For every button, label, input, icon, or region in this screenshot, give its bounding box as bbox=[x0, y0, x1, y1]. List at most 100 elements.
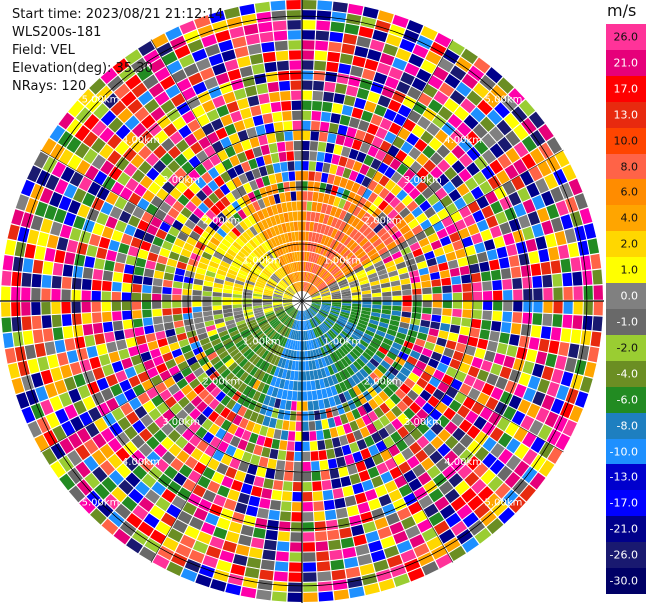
velocity-gate bbox=[291, 502, 302, 512]
velocity-gate bbox=[312, 100, 323, 111]
velocity-gate bbox=[283, 348, 289, 359]
velocity-gate bbox=[351, 182, 361, 194]
velocity-gate bbox=[320, 111, 331, 122]
velocity-gate bbox=[295, 181, 302, 191]
velocity-gate bbox=[490, 84, 507, 101]
velocity-gate bbox=[213, 282, 224, 289]
colorbar-segment bbox=[606, 386, 646, 414]
velocity-gate bbox=[371, 431, 383, 444]
velocity-gate bbox=[560, 328, 572, 343]
velocity-gate bbox=[305, 272, 308, 282]
velocity-gate bbox=[283, 297, 293, 300]
velocity-gate bbox=[480, 271, 492, 282]
velocity-gate bbox=[570, 373, 584, 390]
velocity-gate bbox=[468, 387, 481, 401]
velocity-gate bbox=[229, 26, 245, 39]
velocity-gate bbox=[525, 349, 538, 363]
station-label: WLS200s-181 bbox=[12, 25, 102, 40]
velocity-gate bbox=[487, 109, 503, 126]
velocity-gate bbox=[325, 407, 334, 419]
velocity-gate bbox=[351, 244, 361, 254]
velocity-gate bbox=[331, 304, 342, 307]
velocity-gate bbox=[456, 504, 473, 520]
velocity-gate bbox=[270, 152, 280, 164]
velocity-gate bbox=[302, 211, 307, 221]
velocity-gate bbox=[295, 171, 302, 181]
velocity-gate bbox=[99, 144, 114, 159]
velocity-gate bbox=[200, 67, 215, 81]
velocity-gate bbox=[290, 522, 302, 532]
velocity-gate bbox=[146, 224, 159, 236]
velocity-gate bbox=[68, 485, 86, 503]
velocity-gate bbox=[372, 296, 382, 301]
velocity-gate bbox=[148, 466, 163, 481]
velocity-gate bbox=[373, 223, 384, 234]
velocity-gate bbox=[71, 289, 81, 301]
velocity-gate bbox=[262, 230, 270, 240]
velocity-gate bbox=[335, 349, 343, 360]
velocity-gate bbox=[275, 287, 285, 293]
velocity-gate bbox=[568, 343, 580, 359]
velocity-gate bbox=[278, 213, 285, 224]
velocity-gate bbox=[312, 191, 319, 202]
velocity-gate bbox=[462, 396, 476, 410]
velocity-gate bbox=[239, 371, 249, 382]
velocity-gate bbox=[189, 361, 201, 372]
velocity-gate bbox=[471, 478, 487, 495]
velocity-gate bbox=[243, 217, 253, 228]
velocity-gate bbox=[161, 180, 175, 194]
colorbar-unit: m/s bbox=[607, 1, 637, 20]
velocity-gate bbox=[397, 104, 412, 118]
velocity-gate bbox=[382, 255, 393, 264]
velocity-gate bbox=[440, 394, 454, 407]
velocity-gate bbox=[227, 326, 238, 334]
velocity-gate bbox=[197, 372, 209, 383]
velocity-gate bbox=[352, 194, 362, 205]
velocity-gate bbox=[313, 511, 326, 522]
velocity-gate bbox=[254, 330, 263, 339]
velocity-gate bbox=[436, 144, 451, 159]
velocity-gate bbox=[76, 427, 91, 444]
velocity-gate bbox=[317, 347, 324, 358]
velocity-gate bbox=[241, 13, 257, 26]
velocity-gate bbox=[131, 82, 148, 98]
velocity-gate bbox=[282, 111, 292, 121]
velocity-gate bbox=[327, 458, 338, 469]
velocity-gate bbox=[546, 137, 563, 154]
velocity-gate bbox=[346, 353, 356, 363]
velocity-gate bbox=[365, 488, 378, 501]
velocity-gate bbox=[318, 131, 328, 142]
velocity-gate bbox=[51, 314, 62, 328]
velocity-gate bbox=[343, 390, 352, 402]
velocity-gate bbox=[79, 497, 96, 514]
velocity-gate bbox=[306, 211, 311, 221]
velocity-gate bbox=[302, 281, 304, 291]
velocity-gate bbox=[62, 326, 74, 339]
velocity-gate bbox=[338, 198, 347, 209]
velocity-gate bbox=[132, 318, 143, 328]
velocity-gate bbox=[156, 188, 169, 201]
velocity-gate bbox=[254, 1, 271, 13]
velocity-gate bbox=[254, 285, 264, 291]
velocity-gate bbox=[64, 338, 76, 352]
velocity-gate bbox=[337, 232, 346, 242]
velocity-gate bbox=[179, 54, 195, 68]
velocity-gate bbox=[316, 151, 325, 162]
velocity-gate bbox=[499, 391, 513, 405]
velocity-gate bbox=[237, 394, 247, 405]
velocity-gate bbox=[101, 291, 111, 301]
velocity-gate bbox=[560, 214, 573, 230]
velocity-gate bbox=[51, 275, 62, 289]
velocity-gate bbox=[222, 540, 237, 553]
velocity-gate bbox=[193, 367, 205, 378]
velocity-gate bbox=[293, 381, 298, 391]
velocity-gate bbox=[336, 456, 347, 468]
velocity-gate bbox=[68, 100, 85, 118]
velocity-gate bbox=[303, 331, 307, 341]
velocity-gate bbox=[283, 302, 293, 305]
velocity-gate bbox=[307, 309, 313, 318]
velocity-gate bbox=[224, 315, 234, 322]
velocity-gate bbox=[168, 416, 181, 429]
velocity-gate bbox=[302, 70, 314, 80]
velocity-gate bbox=[108, 511, 125, 528]
